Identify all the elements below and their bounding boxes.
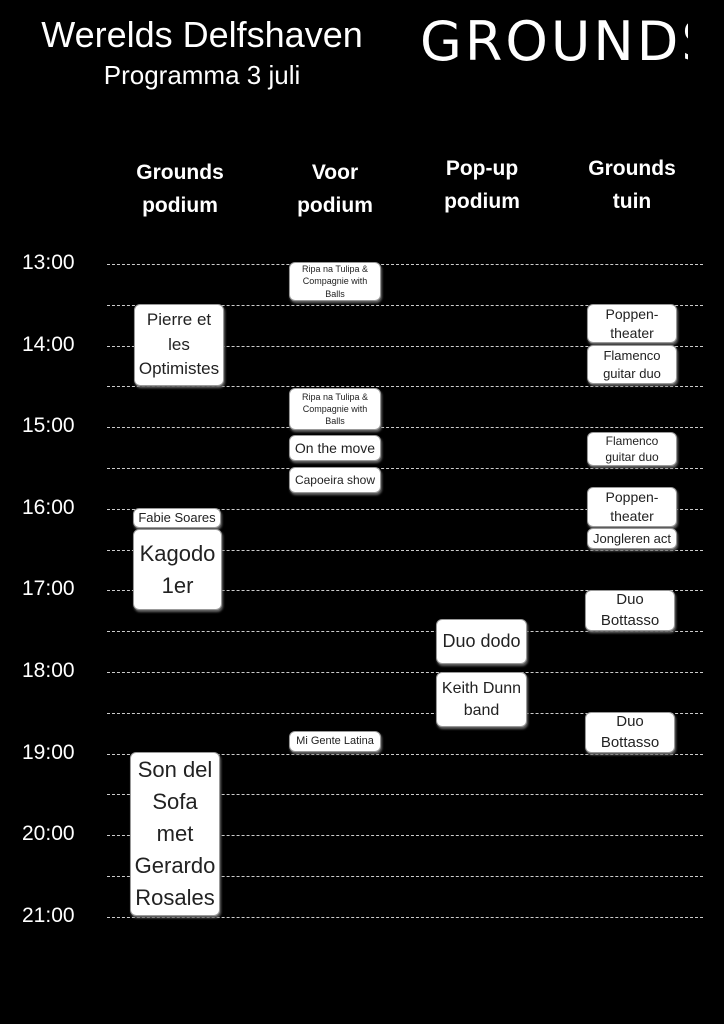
stage-name: Grounds podium (136, 161, 224, 217)
grid-line (107, 427, 703, 429)
event: Keith Dunn band (436, 672, 527, 727)
grid-line (107, 549, 703, 551)
grid-line (107, 345, 703, 347)
time-label: 17:00 (22, 577, 75, 601)
time-label: 19:00 (22, 740, 75, 764)
event: Mi Gente Latina (289, 731, 381, 752)
event: Duo Bottasso (585, 590, 675, 631)
stage-name: Pop-up podium (444, 157, 520, 213)
grid-line (107, 304, 703, 306)
logo: GROUNDS (420, 10, 688, 73)
event: Flamenco guitar duo (587, 345, 677, 384)
title: Werelds Delfshaven (41, 14, 363, 55)
time-label: 18:00 (22, 659, 75, 682)
event: On the move (289, 435, 381, 461)
time-label: 15:00 (22, 414, 75, 438)
time-label: 21:00 (22, 903, 75, 927)
event: Son del Sofa met Gerardo Rosales (130, 752, 220, 916)
grid-line (107, 386, 703, 388)
event: Duo Bottasso (585, 712, 675, 753)
event: Pierre et les Optimistes (134, 304, 224, 386)
time-label: 16:00 (22, 495, 75, 519)
grid-line (107, 508, 703, 510)
time-label: 20:00 (22, 822, 75, 846)
event: Ripa na Tulipa & Compagnie with Balls (289, 262, 381, 301)
grid-line (107, 916, 703, 918)
event: Capoeira show (289, 467, 381, 493)
event: Poppen-theater (587, 487, 677, 527)
event: Jongleren act (587, 528, 677, 549)
stage-name: Voor podium (297, 161, 373, 217)
grid-line (107, 753, 703, 755)
subtitle: Programma 3 juli (103, 60, 301, 90)
grid-line (107, 590, 703, 592)
stage-name: Grounds tuin (588, 157, 676, 213)
event: Duo dodo (436, 619, 527, 664)
event: Flamenco guitar duo (587, 432, 677, 466)
grid-line (107, 672, 703, 673)
grid-line (107, 712, 703, 714)
grid-line (107, 876, 703, 877)
grid-line (107, 631, 703, 633)
grid-line (107, 264, 703, 265)
time-label: 14:00 (22, 332, 75, 356)
event: Ripa na Tulipa & Compagnie with Balls (289, 388, 381, 430)
event: Kagodo 1er (133, 529, 222, 610)
grid-line (107, 794, 703, 796)
grid-line (107, 468, 703, 469)
event: Fabie Soares (133, 508, 221, 528)
event: Poppen-theater (587, 304, 677, 343)
grid-line (107, 835, 703, 837)
time-label: 13:00 (22, 251, 75, 274)
